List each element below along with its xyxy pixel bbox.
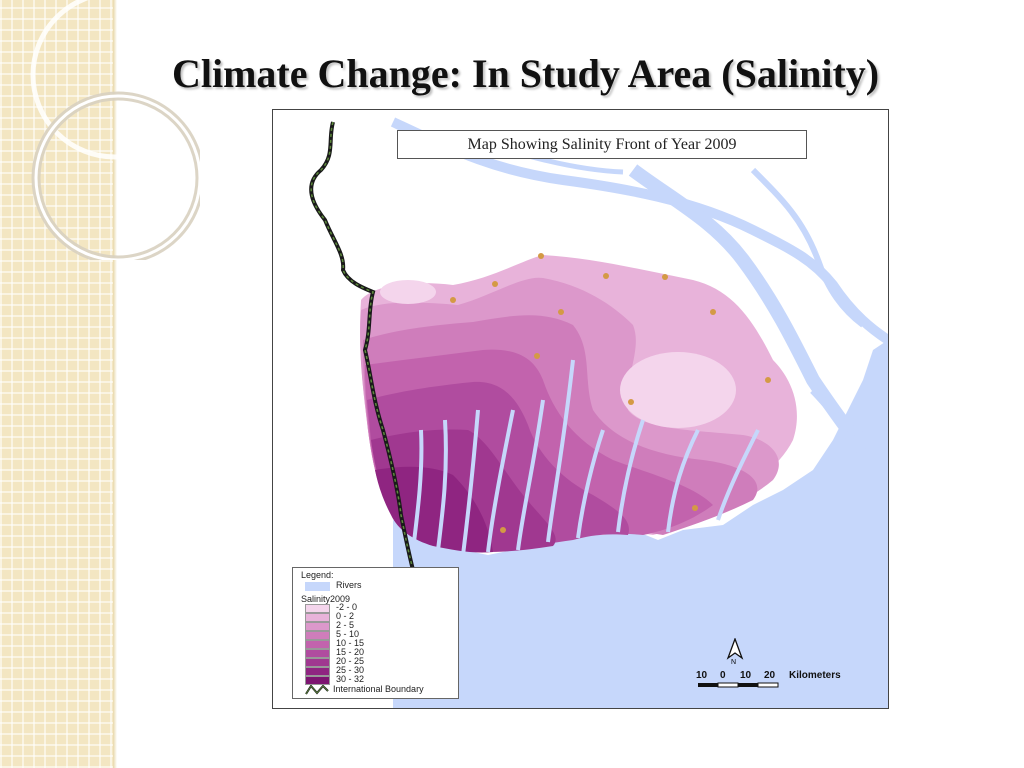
legend-swatch — [305, 667, 330, 676]
legend-class-label: 25 - 30 — [336, 665, 365, 675]
legend-class-label: 20 - 25 — [336, 656, 365, 666]
legend-rivers-row: Rivers — [305, 580, 455, 591]
boundary-line-icon — [305, 685, 329, 695]
legend-swatch — [305, 631, 330, 640]
legend-swatch — [305, 604, 330, 613]
scale-bar-graphic — [698, 682, 779, 688]
scale-tick-label: 0 — [720, 670, 726, 681]
map-canvas — [273, 110, 888, 708]
legend-class-row: 5 - 10 — [305, 629, 455, 640]
legend-class-row: 0 - 2 — [305, 611, 455, 622]
salinity-zone-northwest-low — [380, 280, 436, 304]
north-arrow: N — [725, 637, 745, 668]
legend-swatch — [305, 658, 330, 667]
river-main — [390, 117, 888, 345]
legend-swatch — [305, 676, 330, 685]
legend-layer-label: Salinity2009 — [301, 594, 351, 604]
slide-title: Climate Change: In Study Area (Salinity) — [172, 51, 880, 96]
legend-class-label: 5 - 10 — [336, 629, 360, 639]
salinity-zone-low-pocket — [620, 352, 736, 428]
legend-class-label: 10 - 15 — [336, 638, 365, 648]
legend-class-row: -2 - 0 — [305, 602, 455, 613]
legend-class-label: 30 - 32 — [336, 674, 365, 684]
decorative-rings — [30, 0, 200, 260]
north-label: N — [731, 659, 737, 666]
international-boundary — [309, 121, 415, 571]
legend-heading: Legend: — [301, 570, 334, 580]
monitoring-stations — [450, 253, 771, 533]
legend-class-row: 2 - 5 — [305, 620, 455, 631]
bay-water — [393, 340, 888, 708]
legend-class-label: 0 - 2 — [336, 611, 355, 621]
scale-bar: 10 0 10 20 Kilometers — [696, 670, 866, 700]
map-title: Map Showing Salinity Front of Year 2009 — [397, 130, 807, 159]
river-east — [750, 167, 865, 328]
legend-boundary-row: International Boundary — [305, 684, 455, 695]
scale-tick-label: 10 — [696, 670, 708, 681]
boundary-label: International Boundary — [333, 684, 424, 694]
north-arrow-icon — [726, 637, 744, 660]
scale-tick-label: 20 — [764, 670, 776, 681]
legend-swatch — [305, 640, 330, 649]
river-east-2 — [810, 387, 888, 449]
legend-class-row: 30 - 32 — [305, 674, 455, 685]
legend-swatch — [305, 613, 330, 622]
legend-class-row: 10 - 15 — [305, 638, 455, 649]
legend-class-label: 2 - 5 — [336, 620, 355, 630]
side-strip-edge — [113, 0, 117, 768]
legend-class-row: 15 - 20 — [305, 647, 455, 658]
salinity-map: Map Showing Salinity Front of Year 2009 … — [272, 109, 889, 709]
legend-class-label: -2 - 0 — [336, 602, 358, 612]
legend-class-row: 20 - 25 — [305, 656, 455, 667]
scale-tick-label: 10 — [740, 670, 752, 681]
legend-class-label: 15 - 20 — [336, 647, 365, 657]
map-legend: Legend: Rivers Salinity2009 -2 - 0 0 - 2… — [292, 567, 459, 699]
legend-swatch — [305, 649, 330, 658]
rivers-label: Rivers — [336, 580, 362, 590]
rivers-swatch — [305, 582, 330, 591]
scale-unit: Kilometers — [789, 670, 841, 681]
legend-swatch — [305, 622, 330, 631]
legend-class-row: 25 - 30 — [305, 665, 455, 676]
estuary-channels — [411, 359, 760, 556]
